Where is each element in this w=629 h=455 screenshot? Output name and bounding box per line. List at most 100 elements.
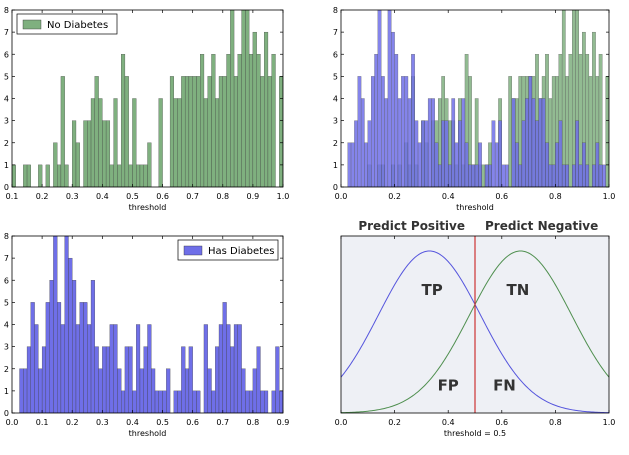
y-tick-label: 4 (4, 321, 9, 330)
y-tick-label: 2 (4, 139, 9, 148)
bar (230, 10, 235, 187)
bar (181, 76, 186, 187)
bar (218, 76, 223, 187)
bar (121, 390, 126, 413)
bar (458, 120, 462, 187)
bar (72, 120, 77, 187)
y-tick-label: 5 (333, 72, 338, 81)
bar (34, 324, 39, 413)
bar (215, 98, 220, 187)
bar (147, 142, 152, 187)
bar (585, 164, 590, 187)
bar (218, 324, 223, 413)
bar (94, 346, 99, 413)
bar (384, 98, 389, 187)
bar (105, 120, 111, 187)
x-tick-label: 0.6 (186, 418, 199, 427)
bar (245, 10, 250, 187)
y-tick-label: 0 (333, 183, 338, 192)
bar (508, 76, 512, 187)
bar (561, 164, 566, 187)
bar (387, 10, 392, 187)
bar (561, 10, 566, 187)
bar (424, 120, 429, 187)
bar (357, 76, 362, 187)
bar (572, 10, 576, 187)
bar (200, 54, 205, 187)
bar (26, 346, 31, 413)
y-tick-label: 8 (333, 6, 338, 15)
bar (464, 142, 469, 187)
y-tick-label: 1 (4, 161, 9, 170)
x-tick-label: 0.0 (335, 418, 348, 427)
bar (565, 164, 569, 187)
bar (488, 164, 492, 187)
x-tick-label: 0.2 (388, 192, 401, 201)
bar (196, 390, 201, 413)
bar (267, 76, 272, 187)
bars (19, 236, 321, 413)
bar (347, 142, 352, 187)
legend: Has Diabetes (177, 239, 279, 261)
bar (19, 368, 24, 413)
bar (181, 346, 186, 413)
x-tick-label: 0.6 (495, 192, 508, 201)
bar (394, 54, 399, 187)
y-tick-label: 8 (4, 232, 9, 241)
bar (528, 76, 533, 187)
bar (582, 142, 586, 187)
bar (309, 165, 313, 187)
bar (407, 98, 412, 187)
bar (501, 164, 506, 187)
x-tick-label: 0.6 (495, 418, 508, 427)
bar (578, 164, 583, 187)
bar (608, 54, 609, 187)
bar (166, 368, 171, 413)
y-tick-label: 3 (4, 117, 9, 126)
legend-box (177, 239, 279, 261)
bar (177, 98, 182, 187)
bar (548, 164, 553, 187)
legend-swatch (22, 19, 42, 30)
bar (391, 31, 395, 187)
bar (498, 120, 502, 187)
bar (237, 54, 242, 187)
x-axis-label: threshold (456, 203, 494, 212)
legend-box (16, 13, 118, 35)
bar (481, 164, 486, 187)
bar (102, 346, 107, 413)
y-tick-label: 6 (4, 276, 9, 285)
x-tick-label: 0.5 (156, 418, 169, 427)
bar (595, 142, 600, 187)
bar (252, 368, 257, 413)
x-tick-label: 1.0 (277, 192, 290, 201)
bar (298, 369, 302, 413)
bar (568, 54, 573, 187)
bar (245, 390, 250, 413)
bar (192, 390, 197, 413)
bar (313, 391, 317, 413)
bars (12, 10, 313, 187)
bar (287, 54, 291, 187)
bar (184, 76, 190, 187)
legend-label: No Diabetes (47, 20, 108, 31)
bar (252, 31, 257, 187)
bar (271, 390, 276, 413)
bar (128, 164, 133, 187)
bar (421, 120, 425, 187)
bar (317, 391, 321, 413)
bar (83, 120, 88, 187)
y-tick-label: 3 (333, 117, 338, 126)
bar (90, 280, 95, 413)
bar (87, 120, 92, 187)
y-tick-label: 5 (4, 72, 9, 81)
bar (370, 76, 375, 187)
threshold-panel: TP TN FP FN Predict Positive Predict Negative… (335, 219, 616, 438)
bar (350, 142, 355, 187)
bar (471, 164, 476, 187)
x-tick-label: 0.2 (66, 418, 79, 427)
bar (417, 142, 422, 187)
bar (256, 54, 261, 187)
x-tick-label: 1.0 (603, 192, 616, 201)
